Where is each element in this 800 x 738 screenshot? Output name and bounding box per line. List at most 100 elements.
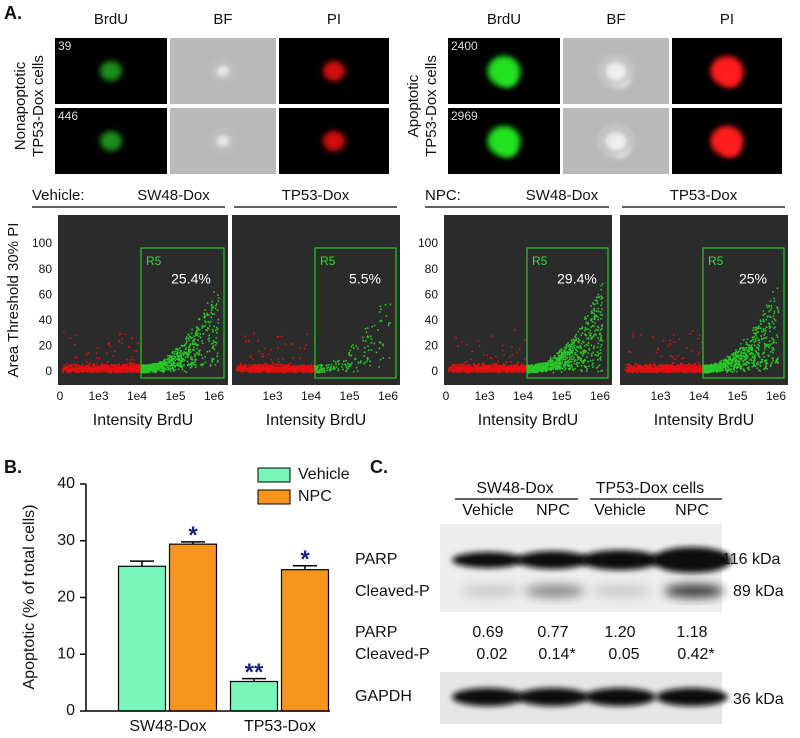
- event-dot: [133, 366, 135, 368]
- event-dot: [107, 361, 109, 363]
- event-dot: [594, 316, 596, 318]
- event-dot: [496, 363, 498, 365]
- event-dot: [250, 369, 252, 371]
- event-dot: [90, 367, 92, 369]
- event-dot: [586, 356, 588, 358]
- event-dot: [590, 319, 592, 321]
- y-tick-label: 80: [39, 262, 53, 276]
- y-tick-label: 60: [39, 287, 53, 301]
- event-dot: [513, 370, 515, 372]
- event-dot: [213, 326, 215, 328]
- event-dot: [159, 370, 161, 372]
- event-dot: [689, 364, 691, 366]
- event-dot: [121, 343, 123, 345]
- event-dot: [591, 312, 593, 314]
- event-dot: [538, 364, 540, 366]
- event-dot: [524, 370, 526, 372]
- event-dot: [79, 367, 81, 369]
- event-dot: [160, 362, 162, 364]
- event-dot: [701, 341, 703, 343]
- event-dot: [539, 364, 541, 366]
- event-dot: [593, 308, 595, 310]
- y-tick-label: 20: [39, 339, 53, 353]
- event-dot: [98, 368, 100, 370]
- event-dot: [587, 328, 589, 330]
- x-tick-label: 1e6: [378, 389, 398, 403]
- event-dot: [255, 370, 257, 372]
- event-dot: [62, 371, 64, 373]
- event-dot: [567, 352, 569, 354]
- event-dot: [523, 371, 525, 373]
- event-dot: [550, 367, 552, 369]
- event-dot: [582, 353, 584, 355]
- event-dot: [176, 351, 178, 353]
- event-dot: [195, 335, 197, 337]
- event-dot: [291, 343, 293, 345]
- event-dot: [146, 367, 148, 369]
- event-dot: [188, 340, 190, 342]
- event-dot: [292, 367, 294, 369]
- event-dot: [568, 364, 570, 366]
- event-dot: [378, 366, 380, 368]
- event-dot: [215, 364, 217, 366]
- event-dot: [108, 367, 110, 369]
- event-dot: [472, 367, 474, 369]
- event-dot: [218, 300, 220, 302]
- event-dot: [364, 347, 366, 349]
- event-dot: [371, 326, 373, 328]
- event-dot: [569, 344, 571, 346]
- event-dot: [561, 353, 563, 355]
- event-dot: [204, 309, 206, 311]
- event-dot: [210, 321, 212, 323]
- event-dot: [578, 341, 580, 343]
- event-dot: [126, 359, 128, 361]
- event-dot: [580, 335, 582, 337]
- y-tick-label: 60: [425, 287, 439, 301]
- event-dot: [217, 328, 219, 330]
- event-dot: [241, 368, 243, 370]
- event-dot: [178, 358, 180, 360]
- event-dot: [550, 361, 552, 363]
- event-dot: [150, 369, 152, 371]
- event-dot: [277, 348, 279, 350]
- event-dot: [137, 368, 139, 370]
- event-dot: [569, 358, 571, 360]
- event-dot: [310, 364, 312, 366]
- event-dot: [537, 367, 539, 369]
- event-dot: [68, 365, 70, 367]
- event-dot: [261, 364, 263, 366]
- event-dot: [585, 334, 587, 336]
- event-dot: [169, 365, 171, 367]
- event-dot: [171, 364, 173, 366]
- event-dot: [174, 370, 176, 372]
- event-dot: [461, 341, 463, 343]
- event-dot: [209, 350, 211, 352]
- event-dot: [188, 334, 190, 336]
- event-dot: [101, 370, 103, 372]
- event-dot: [113, 364, 115, 366]
- group-name: SW48-Dox: [137, 187, 210, 204]
- event-dot: [580, 369, 582, 371]
- event-dot: [119, 370, 121, 372]
- event-dot: [581, 361, 583, 363]
- event-dot: [260, 370, 262, 372]
- event-dot: [311, 366, 313, 368]
- event-dot: [319, 371, 321, 373]
- event-dot: [194, 343, 196, 345]
- event-dot: [214, 313, 216, 315]
- event-dot: [198, 353, 200, 355]
- event-dot: [626, 367, 628, 369]
- event-dot: [481, 369, 483, 371]
- event-dot: [125, 334, 127, 336]
- event-dot: [551, 365, 553, 367]
- event-dot: [389, 357, 391, 359]
- event-dot: [547, 370, 549, 372]
- event-dot: [128, 362, 130, 364]
- event-dot: [188, 352, 190, 354]
- event-dot: [504, 365, 506, 367]
- event-dot: [502, 371, 504, 373]
- y-tick-label: 20: [425, 339, 439, 353]
- event-dot: [345, 360, 347, 362]
- event-dot: [194, 356, 196, 358]
- event-dot: [212, 345, 214, 347]
